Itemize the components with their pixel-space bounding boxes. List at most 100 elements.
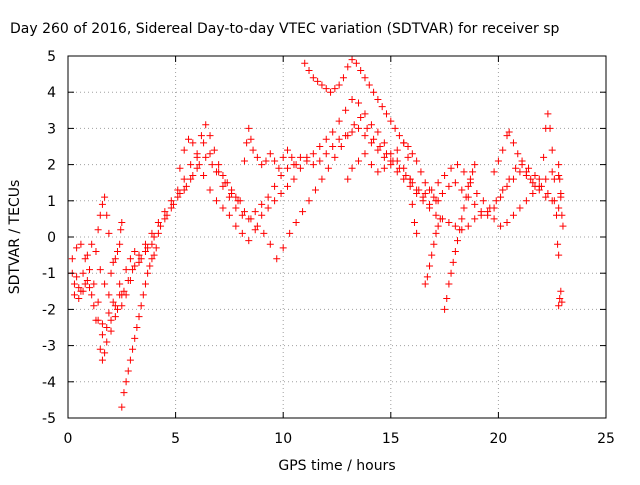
data-point — [277, 171, 285, 179]
data-point — [154, 219, 162, 227]
data-point — [335, 135, 343, 143]
data-point — [456, 226, 464, 234]
data-point — [105, 229, 113, 237]
data-point — [322, 150, 330, 158]
data-point — [122, 378, 130, 386]
data-point — [406, 182, 414, 190]
x-tick-label: 5 — [171, 431, 180, 447]
data-point — [96, 345, 104, 353]
data-point — [223, 179, 231, 187]
data-point — [284, 182, 292, 190]
data-point — [126, 356, 134, 364]
data-point — [251, 226, 259, 234]
data-point — [486, 204, 494, 212]
data-point — [529, 190, 537, 198]
data-point — [296, 164, 304, 172]
data-point — [378, 103, 386, 111]
data-point — [434, 179, 442, 187]
data-point — [126, 255, 134, 263]
data-point — [421, 179, 429, 187]
data-point — [516, 168, 524, 176]
data-point — [434, 197, 442, 205]
x-tick-label: 0 — [64, 431, 73, 447]
data-point — [458, 215, 466, 223]
data-point — [555, 251, 563, 259]
data-point — [206, 186, 214, 194]
data-point — [88, 291, 96, 299]
data-point — [361, 132, 369, 140]
data-point — [335, 117, 343, 125]
data-point — [406, 175, 414, 183]
data-point — [309, 161, 317, 169]
data-point — [430, 193, 438, 201]
data-point — [451, 222, 459, 230]
data-point — [348, 164, 356, 172]
data-point — [559, 222, 567, 230]
x-tick-label: 10 — [274, 431, 292, 447]
data-point — [460, 168, 468, 176]
data-point — [150, 251, 158, 259]
data-point — [490, 215, 498, 223]
data-point — [98, 331, 106, 339]
data-point — [380, 153, 388, 161]
data-point — [129, 266, 137, 274]
data-point — [516, 204, 524, 212]
data-point — [258, 200, 266, 208]
data-point — [555, 161, 563, 169]
data-point — [210, 146, 218, 154]
data-point — [94, 226, 102, 234]
data-point — [68, 255, 76, 263]
data-point — [202, 121, 210, 129]
data-point — [75, 295, 83, 303]
data-point — [279, 244, 287, 252]
data-point — [141, 247, 149, 255]
data-point — [555, 302, 563, 310]
data-point — [83, 251, 91, 259]
data-point — [432, 229, 440, 237]
data-point — [103, 211, 111, 219]
data-point — [271, 157, 279, 165]
data-point — [451, 179, 459, 187]
data-point — [382, 150, 390, 158]
data-point — [445, 219, 453, 227]
data-point — [447, 164, 455, 172]
data-point — [107, 327, 115, 335]
data-point — [189, 139, 197, 147]
data-point — [363, 124, 371, 132]
data-point — [499, 186, 507, 194]
x-tick-label: 25 — [597, 431, 615, 447]
data-point — [546, 124, 554, 132]
data-point — [101, 280, 109, 288]
data-point — [116, 280, 124, 288]
data-point — [555, 204, 563, 212]
data-point — [484, 208, 492, 216]
data-point — [176, 164, 184, 172]
data-point — [301, 59, 309, 67]
data-point — [344, 63, 352, 71]
data-point — [426, 204, 434, 212]
data-point — [531, 182, 539, 190]
data-point — [251, 208, 259, 216]
data-point — [79, 287, 87, 295]
data-point — [426, 186, 434, 194]
data-point — [531, 171, 539, 179]
data-point — [525, 164, 533, 172]
data-point — [505, 175, 513, 183]
data-point — [387, 157, 395, 165]
data-point — [382, 110, 390, 118]
data-point — [284, 164, 292, 172]
data-point — [337, 143, 345, 150]
data-point — [395, 164, 403, 172]
data-point — [286, 229, 294, 237]
data-point — [105, 291, 113, 299]
data-point — [522, 197, 530, 205]
data-point — [238, 211, 246, 219]
data-point — [225, 211, 233, 219]
data-point — [374, 146, 382, 154]
data-point — [462, 193, 470, 201]
data-point — [436, 215, 444, 223]
data-point — [111, 302, 119, 310]
data-point — [98, 320, 106, 328]
